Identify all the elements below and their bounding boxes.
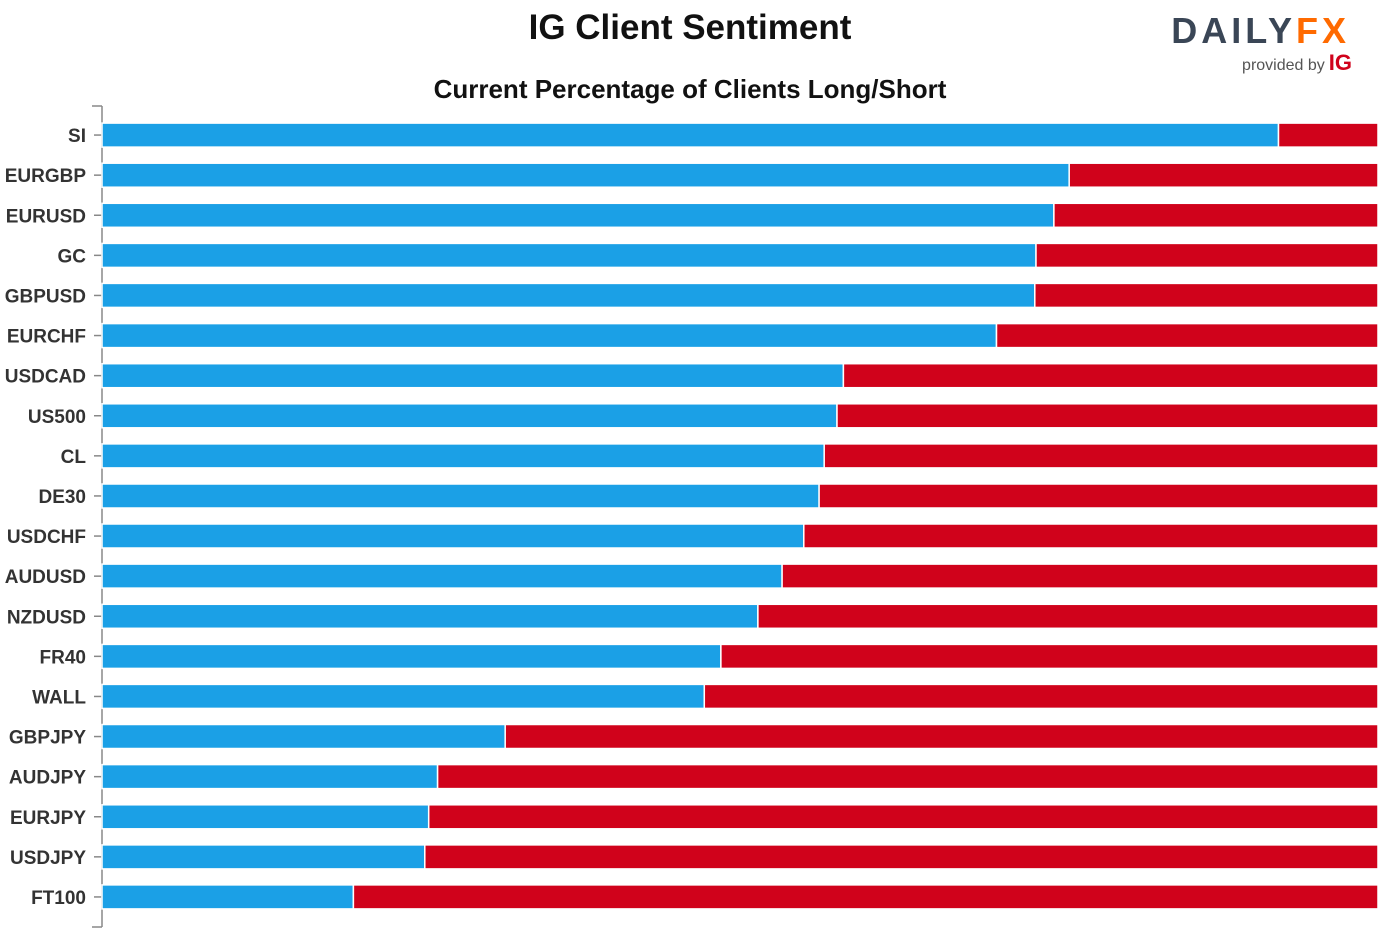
category-label-wall: WALL [32,687,86,708]
bar-long-audusd [101,563,783,589]
category-label-us500: US500 [28,407,86,428]
bar-long-nzdusd [101,603,759,630]
bar-long-eurgbp [101,162,1070,188]
category-label-eurchf: EURCHF [7,327,86,348]
category-label-audjpy: AUDJPY [9,768,86,789]
category-label-fr40: FR40 [40,647,86,668]
category-label-gbpjpy: GBPJPY [9,728,86,749]
category-labels: SI EURGBP EURUSD GC GBPUSD EURCHF USDCAD US500 C… [5,126,87,909]
logo-brand-fx: FX [1295,10,1350,51]
bar-short-eurusd [1053,202,1379,229]
bar-long-usdchf [101,523,805,549]
category-label-gbpusd: GBPUSD [5,286,86,307]
logo-brand-daily: DAILY [1171,10,1296,51]
bar-long-cl [101,443,825,469]
y-axis [92,105,103,928]
logo-brand: DAILYFX [1171,10,1350,52]
category-label-nzdusd: NZDUSD [7,607,86,628]
bar-long-fr40 [101,643,722,670]
bar-long-usdcad [101,362,845,389]
bar-long-si [101,122,1280,148]
bar-short-nzdusd [757,603,1379,630]
category-label-usdchf: USDCHF [7,527,86,548]
category-label-eurusd: EURUSD [6,206,86,227]
bar-long-eurusd [101,202,1055,229]
bar-short-us500 [836,403,1379,429]
category-label-si: SI [68,126,86,147]
chart-subtitle: Current Percentage of Clients Long/Short [433,74,947,104]
bar-short-eurgbp [1068,162,1379,188]
logo-provided-by: provided by IG [1242,50,1352,76]
bar-short-fr40 [720,643,1379,670]
bar-long-gbpusd [101,282,1036,309]
bar-long-eurjpy [101,804,430,830]
bars [101,122,1379,910]
logo-provided-text: provided by [1242,57,1325,74]
bar-short-gc [1035,242,1379,269]
bar-long-wall [101,683,706,710]
bar-short-gbpjpy [504,723,1379,750]
category-label-usdcad: USDCAD [5,367,86,388]
category-label-gc: GC [58,246,87,267]
category-label-eurgbp: EURGBP [5,166,87,187]
bar-short-audusd [781,563,1379,589]
category-label-usdjpy: USDJPY [10,848,86,869]
bar-short-usdcad [842,362,1379,389]
logo-provider-ig: IG [1328,50,1352,75]
bar-long-de30 [101,483,820,509]
bar-short-wall [703,683,1379,710]
category-label-ft100: FT100 [31,888,86,909]
category-label-eurjpy: EURJPY [10,808,86,829]
bar-long-gbpjpy [101,723,506,750]
bar-short-usdchf [803,523,1379,549]
chart-title: IG Client Sentiment [528,8,852,47]
category-label-de30: DE30 [38,487,86,508]
bar-long-ft100 [101,884,355,910]
dailyfx-logo: DAILYFX provided by IG [1150,8,1360,80]
bar-long-eurchf [101,322,998,349]
bar-long-audjpy [101,763,439,790]
bar-short-audjpy [436,763,1379,790]
bar-short-cl [823,443,1379,469]
bar-short-si [1277,122,1379,148]
bar-long-gc [101,242,1037,269]
category-label-audusd: AUDUSD [5,567,86,588]
category-label-cl: CL [61,447,87,468]
bar-short-de30 [818,483,1379,509]
bar-short-gbpusd [1034,282,1379,309]
bar-short-eurchf [995,322,1379,349]
bar-long-usdjpy [101,844,426,870]
bar-long-us500 [101,403,838,429]
bar-short-usdjpy [424,844,1379,870]
bar-short-eurjpy [427,804,1379,830]
bar-short-ft100 [352,884,1379,910]
